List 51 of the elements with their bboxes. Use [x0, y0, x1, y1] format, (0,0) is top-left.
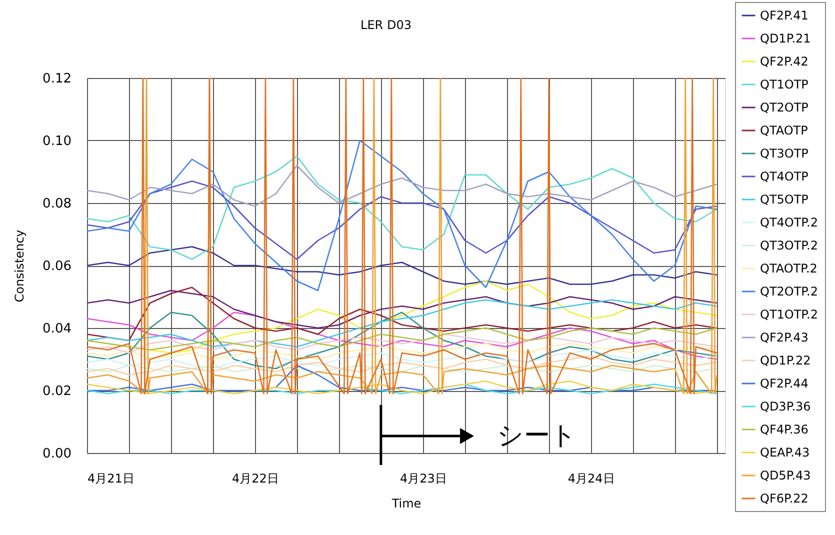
legend-label: QF4P.36	[760, 422, 808, 436]
line-series	[87, 312, 718, 360]
x-tick-label: 4月23日	[400, 472, 447, 486]
line-series	[87, 349, 718, 370]
legend-label: QF2P.43	[760, 330, 808, 344]
line-series	[87, 286, 718, 342]
line-series	[87, 380, 718, 394]
x-tick-label: 4月24日	[568, 472, 615, 486]
line-series	[87, 164, 718, 207]
x-axis-title: Time	[390, 496, 422, 510]
legend-label: QD1P.21	[760, 32, 811, 46]
legend-label: QT3OTP.2	[760, 238, 818, 252]
legend-label: QF2P.44	[760, 376, 808, 390]
legend-label: QT3OTP	[760, 146, 808, 160]
legend-label: QT1OTP.2	[760, 308, 818, 322]
legend-label: QTAOTP.2	[760, 262, 818, 276]
legend-label: QT5OTP	[760, 192, 808, 206]
legend-label: QEAP.43	[760, 446, 810, 460]
legend-label: QF6P.22	[760, 492, 808, 506]
line-series	[87, 299, 718, 348]
legend-label: QTAOTP	[760, 124, 808, 138]
line-series	[87, 246, 718, 285]
legend-label: QT4OTP.2	[760, 216, 818, 230]
legend-label: QT2OTP.2	[760, 284, 818, 298]
legend-label: QT4OTP	[760, 170, 808, 184]
legend-label: QT2OTP	[760, 100, 808, 114]
y-tick-label: 0.10	[42, 134, 72, 149]
legend-label: QF2P.41	[760, 8, 808, 22]
line-series	[87, 180, 718, 260]
legend-label: QD1P.22	[760, 354, 811, 368]
legend-label: QF2P.42	[760, 54, 808, 68]
x-tick-label: 4月22日	[232, 472, 279, 486]
line-series	[87, 334, 718, 354]
y-tick-label: 0.00	[42, 446, 72, 462]
line-series	[87, 290, 718, 329]
legend-label: QD5P.43	[760, 468, 811, 482]
line-series	[87, 342, 718, 360]
y-tick-label: 0.12	[42, 72, 72, 86]
chart-title: LER D03	[360, 18, 412, 32]
y-tick-label: 0.02	[42, 384, 72, 399]
y-tick-label: 0.08	[42, 196, 72, 212]
legend-label: QT1OTP	[760, 78, 808, 92]
x-tick-label: 4月21日	[88, 472, 134, 486]
legend-label: QD3P.36	[760, 400, 811, 414]
y-axis-title: Consistency	[12, 230, 27, 302]
y-tick-label: 0.06	[42, 259, 72, 274]
line-series	[87, 355, 718, 376]
line-series	[87, 327, 718, 351]
y-tick-label: 0.04	[42, 322, 72, 336]
line-series	[87, 140, 718, 292]
line-series	[87, 155, 718, 260]
